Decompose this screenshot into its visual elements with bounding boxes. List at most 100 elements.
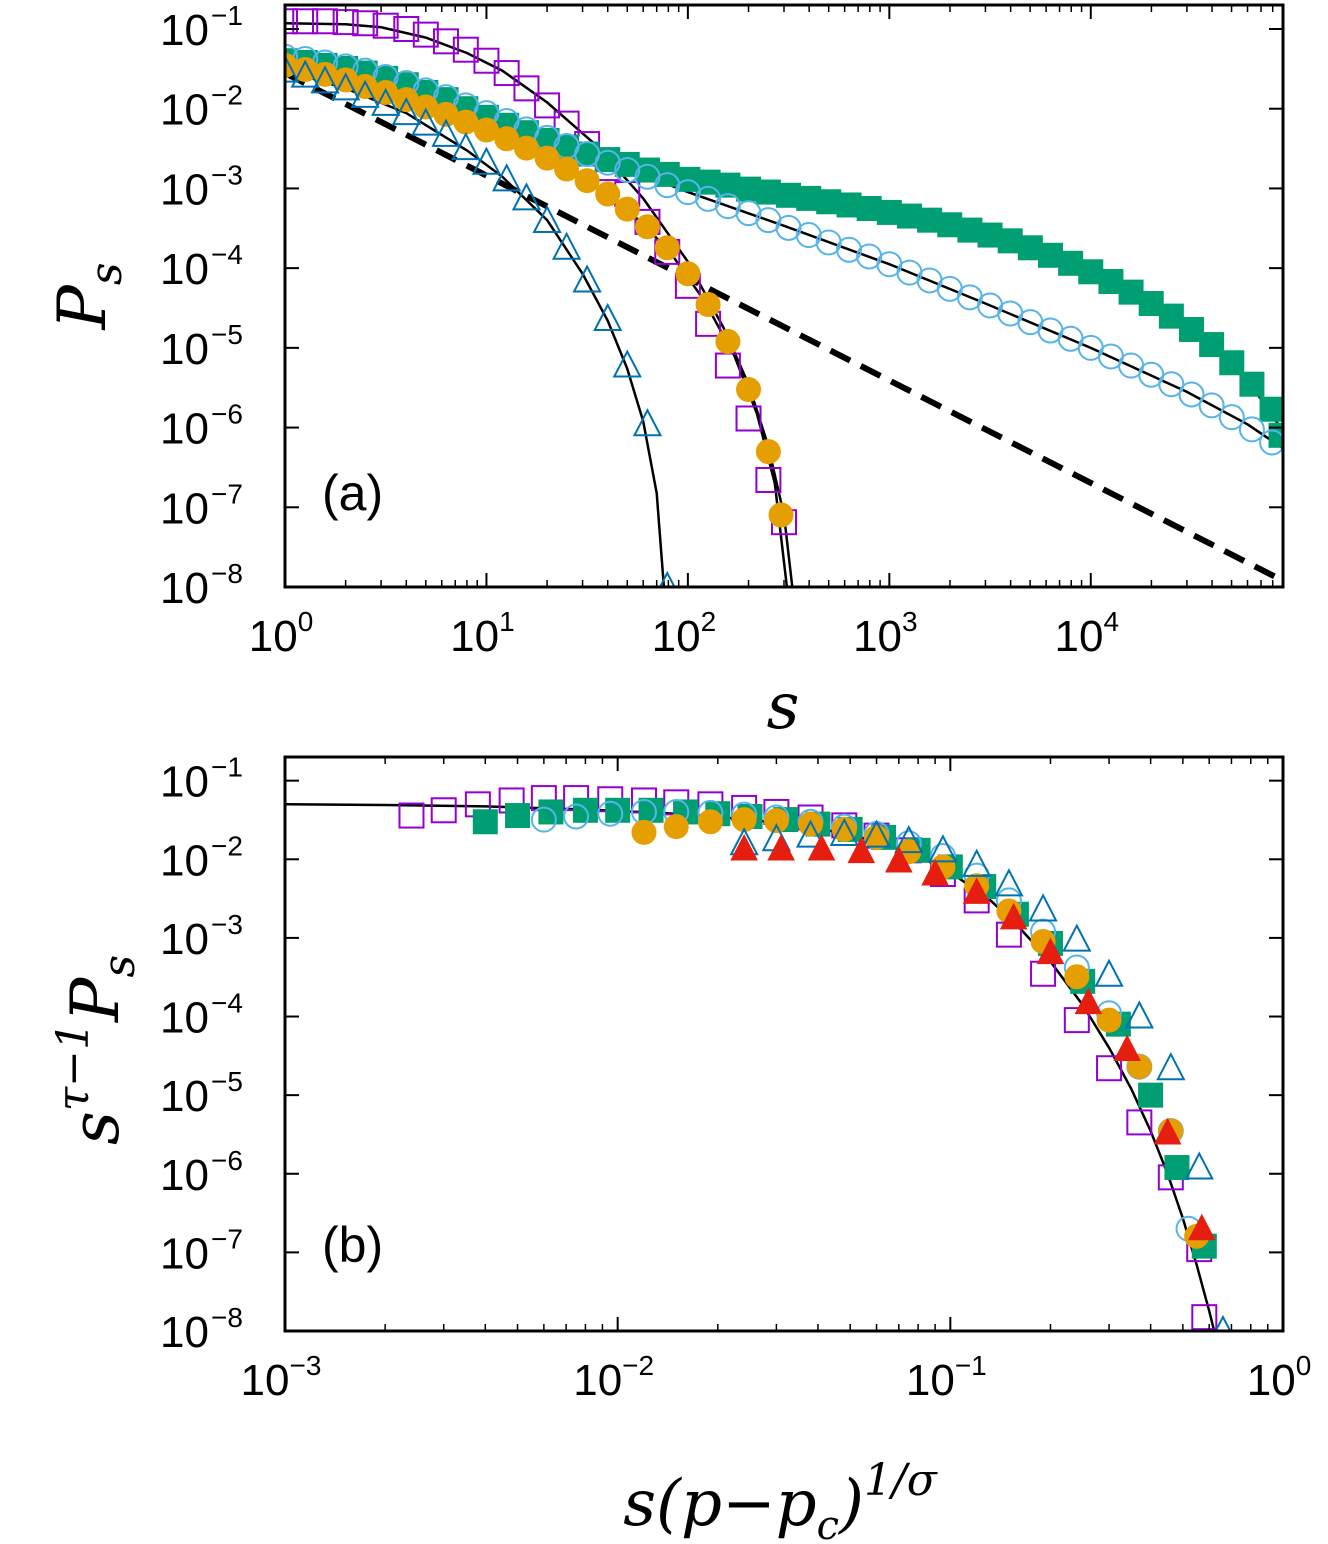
panel-a-y-tick-base: 10 [160,86,209,135]
panel-a-series-4-point [511,182,542,211]
panel-b-series-0-point [430,797,457,824]
panel-b-x-tick-label: 10−2 [573,1350,654,1405]
panel-a-series-1-point [1268,422,1283,448]
panel-a-plot-area [285,8,1283,587]
panel-b-series-0-point [398,802,425,829]
panel-b-xlabel-sup: 1/σ [864,1455,939,1506]
panel-a-series-4-point [290,59,320,88]
panel-a-x-tick-label: 104 [1055,606,1120,661]
panel-a-series-2-point [795,222,822,249]
panel-b-y-tick-exp: −5 [211,1066,243,1097]
panel-a-series-4-point [632,408,663,437]
panel-b-series-0-point [1126,1109,1153,1136]
panel-b-y-tick-exp: −1 [211,752,243,783]
panel-a-series-4-point [492,163,522,192]
panel-a-y-tick-base: 10 [160,405,209,454]
panel-b-ticks: 10−3 10−2 10−1 10010−110−210−310−410−510−61… [160,752,1311,1405]
panel-a-series-3-point [695,291,721,317]
panel-b-y-tick-label: 10−3 [160,909,243,964]
panel-a-series-0-point [312,8,339,35]
panel-a-series-2-point [674,179,701,206]
panel-a-y-tick-base: 10 [160,245,209,294]
panel-a-series-3-point [574,168,600,194]
panel-b-series-4-point [1156,1052,1186,1081]
panel-b-xlabel: s(p−p [623,1467,816,1541]
panel-a-series-0-point [412,21,439,48]
panel-a-series-2-point [775,214,802,241]
panel-a-xlabel: s [767,670,800,744]
panel-a-series-4-point [532,204,562,234]
panel-a-series-3-point [634,214,660,240]
panel-b-ylabel-tail: P [57,976,134,1023]
panel-b-series-2-point [597,800,624,827]
panel-a-series-0-point [393,15,420,42]
panel-b-series-5-point [1036,937,1065,965]
panel-a-series-0-point [513,75,540,102]
panel-b-series-2-point [530,806,557,833]
panel-a-x-tick-exp: 1 [499,606,515,637]
panel-b-series-3-point [1064,964,1090,990]
panel-a-series-0-point [285,8,298,35]
panel-b-series-5-point [1187,1213,1216,1241]
panel-a-series-4-point [285,54,300,83]
panel-a-x-tick-exp: 4 [1103,606,1119,637]
panel-a-series-3-point [554,156,580,182]
panel-b-series-5-point [1153,1117,1182,1145]
panel-a-x-tick-exp: 3 [902,606,918,637]
panel-a-series-2-point [836,236,863,263]
panel-b-y-tick-base: 10 [160,994,209,1043]
panel-a-series-3-point [513,135,539,161]
panel-b-fit-curve-0 [285,803,1216,1331]
panel-b-x-tick-exp: −1 [955,1350,987,1381]
panel-b-series-4-point [894,825,924,854]
panel-b-series-4-point [829,817,859,846]
panel-a-series-2-point [1158,371,1185,398]
panel-a-series-3-point [768,502,794,528]
panel-a-x-tick-base: 10 [249,612,298,661]
panel-a-series-2-point [614,157,641,184]
panel-b-label: (b) [322,1217,383,1273]
panel-b-series-3-point [831,816,857,842]
panel-b-ylabel-sub: s [94,955,145,978]
panel-b-series-4-point [1184,1151,1214,1180]
panel-b-series-4-point [1124,1000,1155,1029]
panel-b-x-tick-exp: 0 [1296,1350,1312,1381]
panel-a-series-4-point [572,264,602,293]
panel-a: 100 101 102 103 10410−110−210−310−410−510−61… [44,0,1285,744]
panel-a-series-0-point [372,12,399,39]
panel-a-series-4-point [451,131,481,161]
panel-a-ticks: 100 101 102 103 10410−110−210−310−410−510−61… [160,0,1283,661]
panel-b-x-tick-base: 10 [1247,1356,1296,1405]
panel-a-x-tick-label: 101 [450,606,515,661]
panel-b-series-5-point [730,833,758,861]
panel-a-series-4-point [431,118,461,147]
panel-a-series-4-point [310,65,340,94]
panel-a-series-0 [285,8,797,536]
panel-a-y-tick-base: 10 [160,564,209,613]
panel-a-y-tick-label: 10−5 [160,319,243,374]
panel-a-series-4-point [391,96,421,126]
panel-b-y-tick-label: 10−1 [160,752,243,807]
panel-a-label: (a) [322,465,383,521]
panel-a-y-tick-label: 10−7 [160,478,243,533]
panel-b: 10−3 10−2 10−1 10010−110−210−310−410−510−61… [48,752,1311,1544]
panel-a-series-1 [285,48,1283,448]
panel-a-series-0-point [755,466,782,493]
panel-a-series-3-point [534,145,560,171]
panel-b-y-tick-label: 10−8 [160,1302,243,1357]
panel-a-series-4-point [612,349,642,378]
panel-a-series-4-point [471,146,502,175]
panel-a-series-0-point [493,60,520,87]
panel-b-y-tick-label: 10−4 [160,988,243,1043]
panel-b-series-1-point [1138,1082,1164,1108]
panel-b-series-5-point [807,833,836,861]
panel-a-y-axis-title: Ps [44,262,132,330]
panel-b-y-tick-exp: −2 [211,830,243,861]
panel-b-series-5-point [999,902,1028,930]
panel-a-series-4-point [411,107,441,136]
panel-a-x-tick-base: 10 [450,612,499,661]
panel-b-y-tick-exp: −4 [211,988,243,1019]
panel-a-x-axis-title: s [767,670,800,744]
panel-a-series-2-point [594,149,621,176]
